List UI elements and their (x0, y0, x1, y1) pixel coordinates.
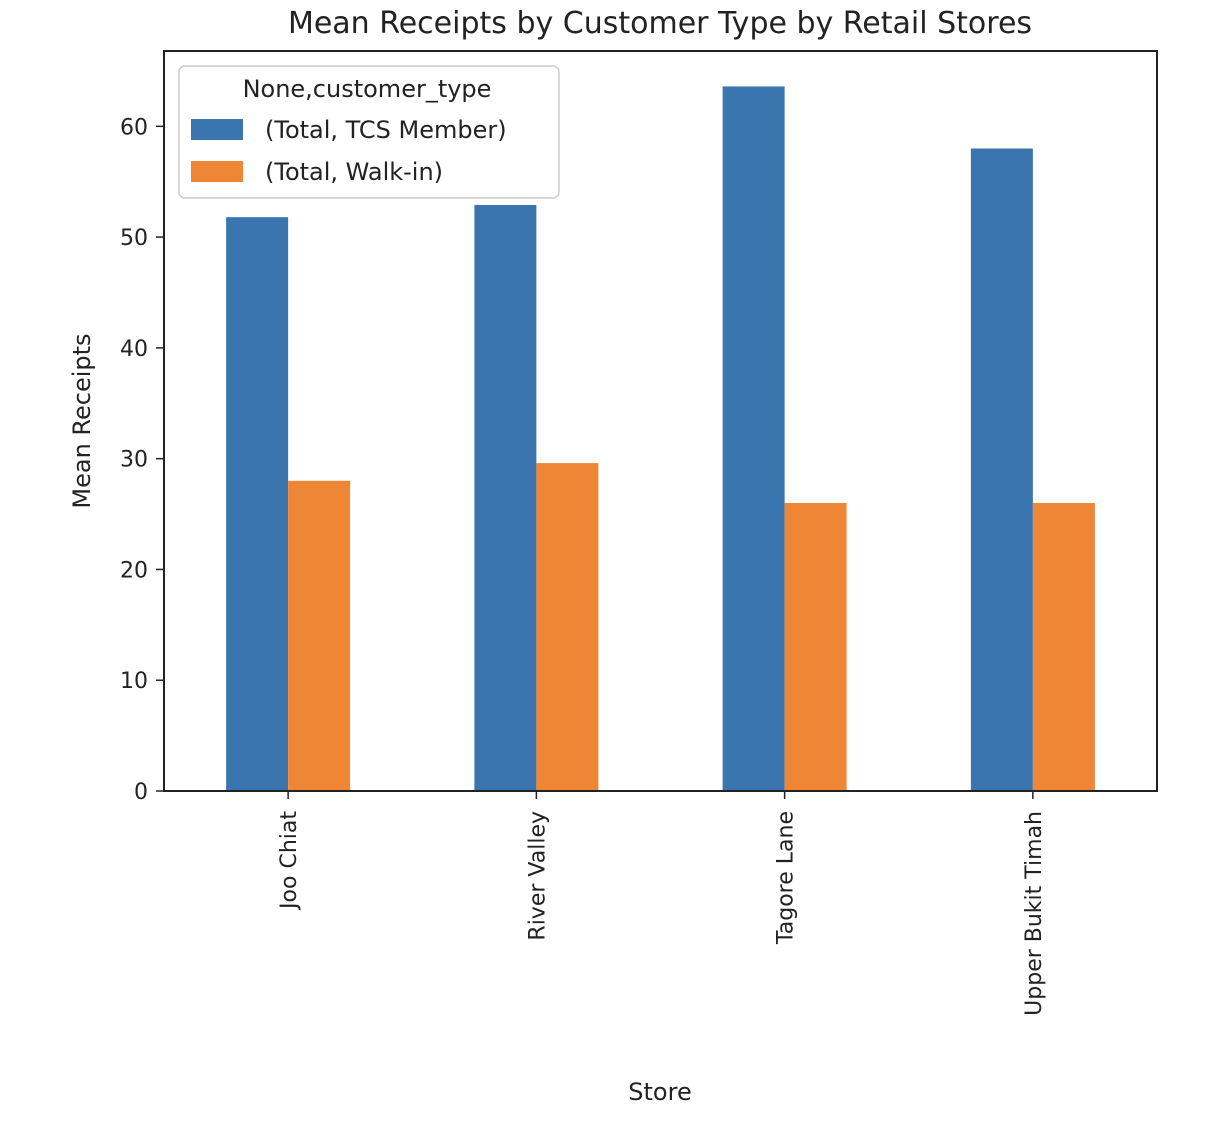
y-tick-label: 20 (120, 558, 148, 583)
y-tick-label: 50 (120, 226, 148, 251)
bar-tcs-member (970, 148, 1033, 791)
legend-items: (Total, TCS Member) (Total, Walk-in) (191, 116, 507, 186)
bars-group (226, 86, 1095, 792)
bar-tcs-member (474, 204, 537, 791)
bar-walk-in (536, 463, 599, 791)
x-tick-label: Tagore Lane (774, 811, 799, 945)
y-tick-label: 60 (120, 115, 148, 140)
bar-walk-in (784, 502, 847, 791)
x-axis-ticks: Joo Chiat River Valley Tagore Lane Upper Bu… (277, 791, 1047, 1016)
x-axis-label: Store (628, 1078, 691, 1106)
legend-box (178, 65, 560, 199)
x-tick-label: Upper Bukit Timah (1022, 811, 1047, 1016)
bar-walk-in (288, 480, 351, 791)
y-tick-label: 0 (134, 780, 148, 805)
plot-frame (163, 50, 1158, 792)
y-tick-label: 40 (120, 337, 148, 362)
legend-swatch (191, 161, 243, 182)
bar-tcs-member (226, 217, 289, 791)
legend-label: (Total, Walk-in) (265, 158, 443, 186)
x-tick-label: River Valley (525, 811, 550, 941)
legend: None,customer_type (Total, TCS Member)(T… (178, 65, 560, 199)
y-axis-label: Mean Receipts (68, 333, 96, 508)
y-tick-label: 30 (120, 448, 148, 473)
legend-label: (Total, TCS Member) (265, 116, 507, 144)
y-tick-label: 10 (120, 669, 148, 694)
legend-title: None,customer_type (243, 75, 492, 103)
x-tick-label: Joo Chiat (277, 811, 302, 911)
bar-walk-in (1032, 502, 1095, 791)
chart-title: Mean Receipts by Customer Type by Retail… (288, 6, 1032, 41)
bar-tcs-member (722, 86, 785, 792)
legend-swatch (191, 119, 243, 140)
y-axis-ticks: 0 10 20 30 40 50 60 (120, 115, 164, 805)
